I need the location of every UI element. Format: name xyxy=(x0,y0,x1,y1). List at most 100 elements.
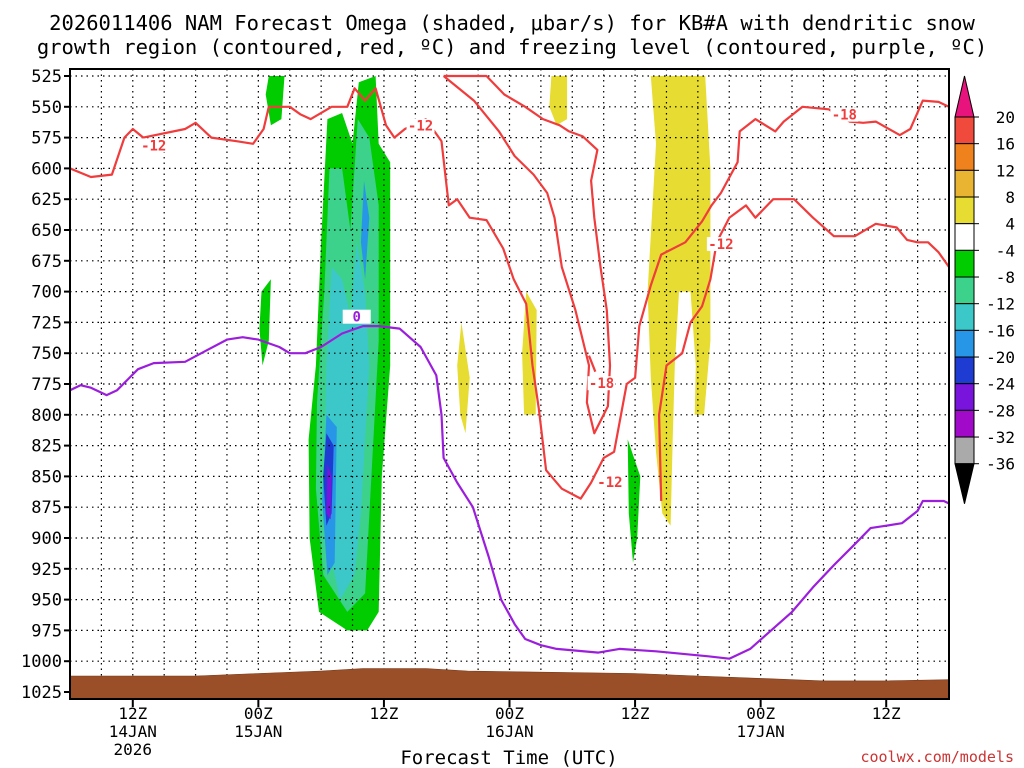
contour-line--18-2 xyxy=(587,355,597,373)
colorbar-segment-9 xyxy=(954,329,975,358)
colorbar-label-6: -8 xyxy=(996,268,1015,287)
y-axis: 525 550 575 600 625 650 675 700 725 750 775 800 825 8… xyxy=(21,67,70,703)
contour-line--12-0 xyxy=(70,87,949,500)
omega-region--4-5 xyxy=(259,279,271,366)
y-tick-label-1000: 1000 xyxy=(21,652,62,672)
y-tick-label-525: 525 xyxy=(31,67,62,87)
colorbar-label-5: -4 xyxy=(996,241,1015,260)
colorbar-label-7: -12 xyxy=(986,295,1015,314)
colorbar-segment-8 xyxy=(954,303,975,331)
x-tick-label-72: 00Z xyxy=(746,704,775,723)
y-tick-label-900: 900 xyxy=(31,529,62,549)
colorbar-label-9: -20 xyxy=(986,348,1015,367)
omega-region--12-9 xyxy=(324,242,370,600)
y-tick-label-850: 850 xyxy=(31,467,62,487)
terrain-surface xyxy=(70,668,949,699)
x-tick-label-12: 12Z xyxy=(118,704,147,723)
y-tick-label-875: 875 xyxy=(31,498,62,518)
contour-label-0: -12 xyxy=(141,138,166,154)
colorbar-label-0: 20 xyxy=(996,108,1015,127)
x-tick-date-48: 16JAN xyxy=(485,722,533,741)
x-tick-date-12: 14JAN xyxy=(109,722,157,741)
chart-title-line-2: growth region (contoured, red, ºC) and f… xyxy=(37,35,987,59)
contour-label-bg-3 xyxy=(706,237,735,252)
colorbar-segment-6 xyxy=(954,249,975,278)
colorbar-label-12: -32 xyxy=(986,428,1015,447)
colorbar-segment-12 xyxy=(954,409,975,438)
contour-label-bg-1 xyxy=(406,118,435,133)
colorbar-segment-13 xyxy=(954,436,975,465)
colorbar-segment-5 xyxy=(954,223,975,251)
colorbar-segment-1 xyxy=(954,116,975,145)
x-axis-title: Forecast Time (UTC) xyxy=(400,747,617,768)
contour-label-3: -12 xyxy=(708,237,733,253)
colorbar-label-11: -28 xyxy=(986,401,1015,420)
x-tick-label-24: 00Z xyxy=(244,704,273,723)
colorbar-segment-3 xyxy=(954,169,975,198)
y-tick-label-775: 775 xyxy=(31,375,62,395)
y-tick-label-825: 825 xyxy=(31,437,62,457)
contour-line--12-1 xyxy=(442,74,612,435)
contour-label-bg-5 xyxy=(595,474,624,489)
colorbar-segment-11 xyxy=(954,383,975,411)
x-tick-date-24: 15JAN xyxy=(234,722,282,741)
y-tick-label-800: 800 xyxy=(31,406,62,426)
x-tick-label-48: 00Z xyxy=(495,704,524,723)
colorbar-label-4: 4 xyxy=(1005,215,1015,234)
credit-text: coolwx.com/models xyxy=(860,748,1014,766)
colorbar-label-1: 16 xyxy=(996,135,1015,154)
colorbar-bottom-arrow xyxy=(954,463,975,504)
colorbar-label-8: -16 xyxy=(986,321,1015,340)
contour-label-bg-0 xyxy=(139,138,168,153)
y-tick-label-625: 625 xyxy=(31,190,62,210)
y-tick-label-675: 675 xyxy=(31,252,62,272)
colorbar-label-13: -36 xyxy=(986,455,1015,474)
y-tick-label-750: 750 xyxy=(31,344,62,364)
contour-label-6: 0 xyxy=(353,310,361,326)
colorbar-segment-10 xyxy=(954,356,975,385)
colorbar: 20 16 12 8 4 -4 -8 -12 -16 -20 -24 -28 -32 -36 xyxy=(954,75,1015,504)
x-tick-year-12: 2026 xyxy=(114,740,153,759)
plot-area xyxy=(70,69,949,699)
omega-region-4-1 xyxy=(549,76,568,126)
y-tick-label-1025: 1025 xyxy=(21,683,62,703)
y-tick-label-950: 950 xyxy=(31,591,62,611)
y-tick-label-600: 600 xyxy=(31,159,62,179)
contour-label-bg-2 xyxy=(830,107,859,122)
contour-label-1: -12 xyxy=(408,119,433,135)
omega-region-4-3 xyxy=(457,322,470,434)
y-tick-label-650: 650 xyxy=(31,221,62,241)
y-tick-label-975: 975 xyxy=(31,621,62,641)
x-tick-label-84: 12Z xyxy=(872,704,901,723)
contour-label-5: -12 xyxy=(597,475,622,491)
y-tick-label-925: 925 xyxy=(31,560,62,580)
contour-label-2: -18 xyxy=(832,108,857,124)
colorbar-label-10: -24 xyxy=(986,375,1015,394)
contour-labels: -12 -12 -18 -12 -18 -12 0 xyxy=(139,107,859,491)
colorbar-label-2: 12 xyxy=(996,161,1015,180)
colorbar-segment-2 xyxy=(954,143,975,171)
y-tick-label-700: 700 xyxy=(31,283,62,303)
y-tick-label-575: 575 xyxy=(31,129,62,149)
y-tick-label-550: 550 xyxy=(31,98,62,118)
colorbar-segment-4 xyxy=(954,196,975,225)
omega-region--28-13 xyxy=(326,464,332,520)
surface-terrain xyxy=(70,668,949,699)
colorbar-label-3: 8 xyxy=(1005,188,1015,207)
omega-region--4-6 xyxy=(627,439,641,563)
x-tick-label-60: 12Z xyxy=(621,704,650,723)
omega-region--16-10 xyxy=(360,180,370,280)
x-tick-date-72: 17JAN xyxy=(737,722,785,741)
omega-region--4-4 xyxy=(265,76,285,126)
contour-lines xyxy=(70,74,949,660)
y-tick-label-725: 725 xyxy=(31,313,62,333)
chart-title-line-1: 2026011406 NAM Forecast Omega (shaded, μ… xyxy=(49,11,975,35)
contour-line--12-3 xyxy=(658,198,949,502)
colorbar-segment-7 xyxy=(954,276,975,305)
x-tick-label-36: 12Z xyxy=(369,704,398,723)
contour-label-bg-4 xyxy=(587,376,616,391)
contour-label-4: -18 xyxy=(589,376,614,392)
